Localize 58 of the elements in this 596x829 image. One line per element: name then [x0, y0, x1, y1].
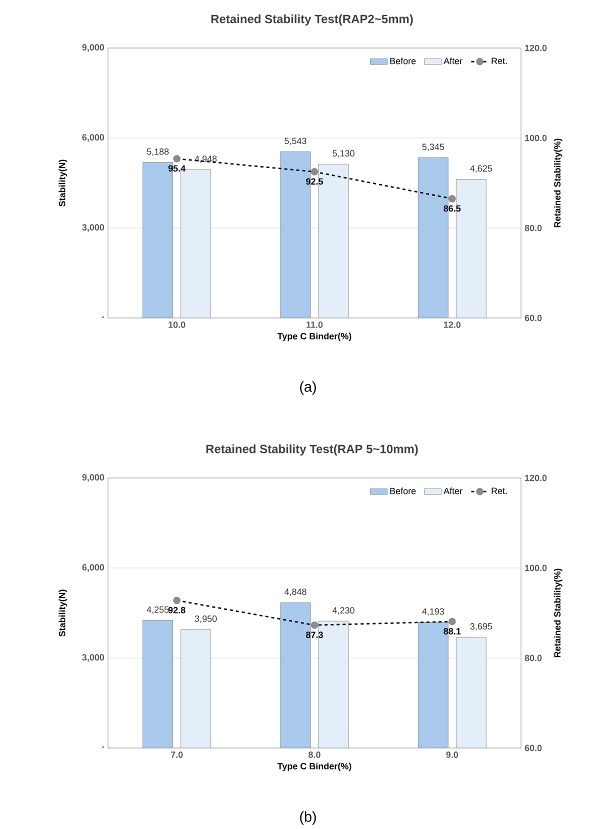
data-label: 5,130	[332, 150, 354, 158]
data-label: 4,193	[422, 608, 444, 616]
y2-tick-label: 80.0	[524, 654, 542, 662]
data-label: 5,345	[422, 144, 444, 152]
legend-label: After	[444, 58, 462, 64]
data-label: 86.5	[444, 205, 461, 212]
text: (a)	[300, 381, 316, 395]
y2-tick-label: 100.0	[525, 564, 547, 572]
data-label: 3,950	[194, 616, 217, 623]
x-axis-title: Type C Binder(%)	[277, 332, 352, 342]
y-tick-label: 3,000	[82, 224, 104, 232]
y-tick-label: 3,000	[82, 654, 104, 662]
chart-title: Retained Stability Test(RAP2~5mm)	[211, 14, 413, 26]
y-axis-title: Stability(N)	[58, 160, 68, 206]
x-tick-label: 10.0	[168, 322, 186, 328]
data-label: 92.8	[168, 606, 186, 614]
data-label: 4,230	[332, 607, 354, 615]
y-axis-title: Stability(N)	[58, 590, 68, 636]
y2-tick-label: 120.0	[525, 474, 547, 482]
legend-label: Ret.	[492, 58, 507, 64]
x-tick-label: 11.0	[306, 322, 323, 328]
y-tick-label: 6,000	[82, 134, 104, 142]
y2-tick-label: 60.0	[524, 314, 542, 322]
x-tick-label: 8.0	[308, 752, 320, 758]
x-tick-label: 12.0	[444, 322, 461, 328]
x-tick-label: 9.0	[446, 752, 458, 758]
legend-label: Before	[390, 58, 416, 64]
x-tick-label: 7.0	[170, 752, 183, 758]
data-label: 4,848	[284, 588, 306, 596]
data-label: 95.4	[168, 165, 186, 172]
y2-axis-title: Retained Stability(%)	[554, 138, 562, 228]
y-tick-label: 9,000	[82, 44, 104, 52]
text: (b)	[300, 811, 316, 825]
data-label: 5,188	[146, 148, 169, 156]
y2-tick-label: 100.0	[525, 134, 547, 142]
data-label: 4,255	[146, 606, 169, 614]
y2-tick-label: 120.0	[525, 44, 547, 52]
y2-axis-title: Retained Stability(%)	[554, 568, 562, 658]
data-label: 4,625	[470, 165, 492, 173]
bar	[456, 636, 486, 748]
data-label: 4,948	[194, 156, 217, 164]
chart-title: Retained Stability Test(RAP 5~10mm)	[206, 444, 418, 456]
y-tick-label: -	[102, 316, 104, 318]
data-label: 88.1	[444, 628, 461, 634]
y-tick-label: -	[102, 746, 104, 748]
bar	[180, 629, 212, 748]
legend-label: Before	[390, 488, 416, 494]
legend-label: Ret.	[492, 488, 507, 494]
data-label: 92.5	[306, 178, 323, 185]
data-label: 5,543	[284, 138, 306, 146]
y-tick-label: 6,000	[82, 564, 104, 572]
data-label: 3,695	[470, 623, 492, 631]
y2-tick-label: 60.0	[524, 744, 542, 752]
x-axis-title: Type C Binder(%)	[277, 762, 352, 772]
y-tick-label: 9,000	[82, 474, 104, 482]
legend-label: After	[444, 488, 462, 494]
data-label: 87.3	[306, 632, 323, 638]
y2-tick-label: 80.0	[524, 224, 542, 232]
